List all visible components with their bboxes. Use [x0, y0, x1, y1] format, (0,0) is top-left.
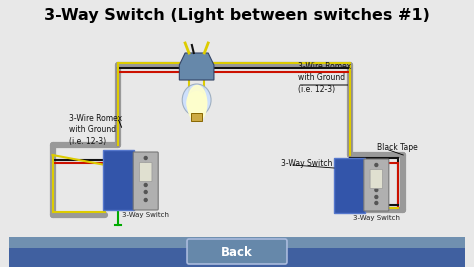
- Ellipse shape: [182, 84, 211, 116]
- Circle shape: [375, 163, 378, 167]
- Circle shape: [144, 156, 147, 159]
- Polygon shape: [179, 53, 214, 80]
- Circle shape: [144, 198, 147, 202]
- Ellipse shape: [186, 91, 207, 115]
- FancyBboxPatch shape: [9, 248, 465, 267]
- Text: 3-Way Switch: 3-Way Switch: [281, 159, 333, 167]
- FancyBboxPatch shape: [9, 237, 465, 267]
- FancyBboxPatch shape: [334, 158, 365, 213]
- Circle shape: [375, 195, 378, 198]
- FancyBboxPatch shape: [187, 239, 287, 264]
- FancyBboxPatch shape: [364, 159, 389, 211]
- FancyBboxPatch shape: [370, 170, 383, 189]
- FancyBboxPatch shape: [133, 152, 158, 210]
- FancyBboxPatch shape: [191, 113, 202, 121]
- FancyBboxPatch shape: [103, 150, 134, 210]
- Circle shape: [375, 171, 378, 174]
- FancyBboxPatch shape: [139, 163, 152, 182]
- Text: Black Tape: Black Tape: [377, 143, 418, 152]
- Circle shape: [375, 202, 378, 205]
- Circle shape: [375, 189, 378, 191]
- Text: 3-Wire Romex
with Ground
(i.e. 12-3): 3-Wire Romex with Ground (i.e. 12-3): [298, 62, 351, 94]
- Text: 3-Way Switch (Light between switches #1): 3-Way Switch (Light between switches #1): [44, 8, 430, 23]
- Text: 3-Way Switch: 3-Way Switch: [122, 212, 169, 218]
- Text: 3-Wire Romex
with Ground
(i.e. 12-3): 3-Wire Romex with Ground (i.e. 12-3): [69, 114, 122, 146]
- Text: Back: Back: [221, 245, 253, 258]
- Circle shape: [144, 190, 147, 194]
- Text: 3-Way Switch: 3-Way Switch: [353, 215, 400, 221]
- Circle shape: [144, 163, 147, 167]
- Circle shape: [144, 183, 147, 187]
